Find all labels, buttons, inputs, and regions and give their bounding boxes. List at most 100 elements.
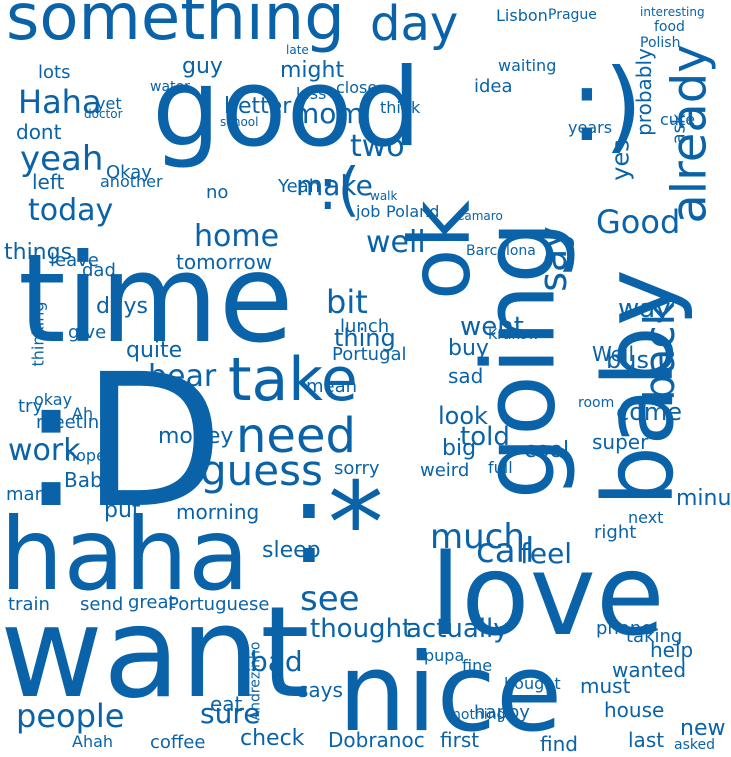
- cloud-word: new: [680, 716, 726, 741]
- cloud-word: nice: [338, 631, 563, 756]
- cloud-word: water: [150, 79, 190, 95]
- cloud-word: first: [440, 728, 480, 752]
- cloud-word: left: [32, 170, 65, 194]
- cloud-word: big: [442, 436, 477, 461]
- cloud-word: day: [370, 0, 459, 52]
- cloud-word: wanted: [612, 658, 687, 682]
- cloud-word: asked: [674, 737, 715, 753]
- cloud-word: happy: [474, 702, 530, 723]
- cloud-word: two: [350, 129, 405, 164]
- cloud-word: make: [296, 169, 373, 202]
- cloud-word: :(: [318, 155, 361, 223]
- cloud-word: Poland: [386, 202, 440, 221]
- cloud-word: something: [6, 0, 345, 55]
- cloud-word: taking: [626, 626, 683, 647]
- cloud-word: Yeah: [278, 176, 321, 197]
- cloud-word: better: [224, 94, 292, 119]
- cloud-word: Well: [592, 342, 635, 366]
- cloud-word: next: [628, 508, 664, 527]
- cloud-word: :*: [290, 459, 384, 589]
- cloud-word: think: [380, 98, 421, 117]
- cloud-word: dad: [82, 260, 116, 281]
- cloud-word: doctor: [84, 107, 123, 121]
- cloud-word: way: [618, 294, 671, 324]
- cloud-word: come: [616, 398, 683, 426]
- cloud-word: see: [300, 579, 360, 619]
- cloud-word: phone: [596, 618, 653, 639]
- cloud-word: interesting: [640, 5, 705, 19]
- cloud-word: mom: [292, 97, 364, 130]
- cloud-word: bought: [504, 674, 561, 693]
- cloud-word: waiting: [498, 56, 557, 75]
- cloud-word: try: [18, 396, 44, 417]
- cloud-word: fine: [462, 656, 493, 675]
- cloud-word: take: [228, 345, 358, 415]
- cloud-word: bear: [148, 359, 217, 394]
- cloud-word: leave: [50, 250, 99, 271]
- cloud-word: lots: [38, 62, 71, 83]
- cloud-word: need: [236, 408, 356, 464]
- cloud-word: went: [460, 312, 524, 342]
- cloud-word: feel: [520, 537, 573, 570]
- cloud-word: pupa: [424, 646, 465, 665]
- cloud-word: Portuguese: [168, 594, 270, 615]
- cloud-word: Haha: [18, 83, 102, 121]
- cloud-word: food: [654, 19, 685, 35]
- cloud-word: late: [286, 43, 309, 57]
- cloud-word: things: [4, 240, 73, 265]
- cloud-word: hope: [66, 446, 106, 465]
- cloud-word: last: [628, 728, 665, 752]
- cloud-word: Okay: [106, 162, 152, 183]
- cloud-word: mean: [306, 376, 358, 397]
- cloud-word: dont: [16, 120, 62, 144]
- cloud-word: idea: [474, 76, 513, 97]
- cloud-word: sad: [448, 364, 484, 388]
- cloud-word: actually: [406, 614, 509, 644]
- cloud-word: okay: [34, 390, 73, 409]
- cloud-word: morning: [176, 500, 260, 524]
- cloud-word: sleep: [262, 538, 321, 563]
- cloud-word: Ahah: [72, 732, 114, 751]
- cloud-word: yes: [606, 139, 635, 181]
- cloud-word: say: [530, 226, 575, 292]
- cloud-word: Camaro: [456, 209, 503, 223]
- cloud-word: bit: [326, 283, 368, 321]
- cloud-word: money: [158, 424, 234, 449]
- cloud-word: Lisbon: [496, 6, 548, 25]
- cloud-word: coffee: [150, 732, 206, 753]
- cloud-word: home: [194, 219, 280, 254]
- cloud-word: Prague: [548, 7, 597, 23]
- cloud-word: want: [0, 579, 310, 726]
- cloud-word: Good: [596, 203, 681, 241]
- cloud-word: Ah: [72, 404, 94, 423]
- cloud-word: sorry: [334, 458, 380, 479]
- cloud-word: thinking: [28, 301, 48, 367]
- cloud-word: kiss: [296, 84, 327, 103]
- cloud-word: told: [460, 422, 510, 452]
- cloud-word: job: [356, 202, 381, 221]
- cloud-word: days: [96, 294, 148, 319]
- cloud-word: Baby: [64, 468, 115, 492]
- cloud-word: give: [68, 322, 107, 343]
- cloud-word: people: [16, 697, 125, 735]
- cloud-word: yeah: [20, 139, 104, 179]
- cloud-word: bad: [250, 645, 303, 678]
- cloud-word: help: [650, 638, 694, 662]
- cloud-word: close: [336, 78, 378, 97]
- cloud-word: room: [578, 395, 615, 411]
- cloud-word: work: [8, 433, 81, 468]
- cloud-word: eat: [210, 692, 243, 716]
- cloud-word: look: [438, 402, 488, 430]
- cloud-word: love: [430, 531, 665, 661]
- cloud-word: right: [594, 522, 637, 543]
- cloud-word: no: [206, 182, 229, 203]
- cloud-word: :): [570, 47, 643, 164]
- cloud-word: Barcelona: [466, 243, 536, 259]
- cloud-word: good: [152, 46, 422, 171]
- cloud-word: thought: [310, 614, 413, 644]
- cloud-word: send: [80, 594, 124, 615]
- cloud-word: quite: [126, 338, 183, 363]
- cloud-word: great: [128, 592, 176, 613]
- cloud-word: probably: [631, 48, 656, 136]
